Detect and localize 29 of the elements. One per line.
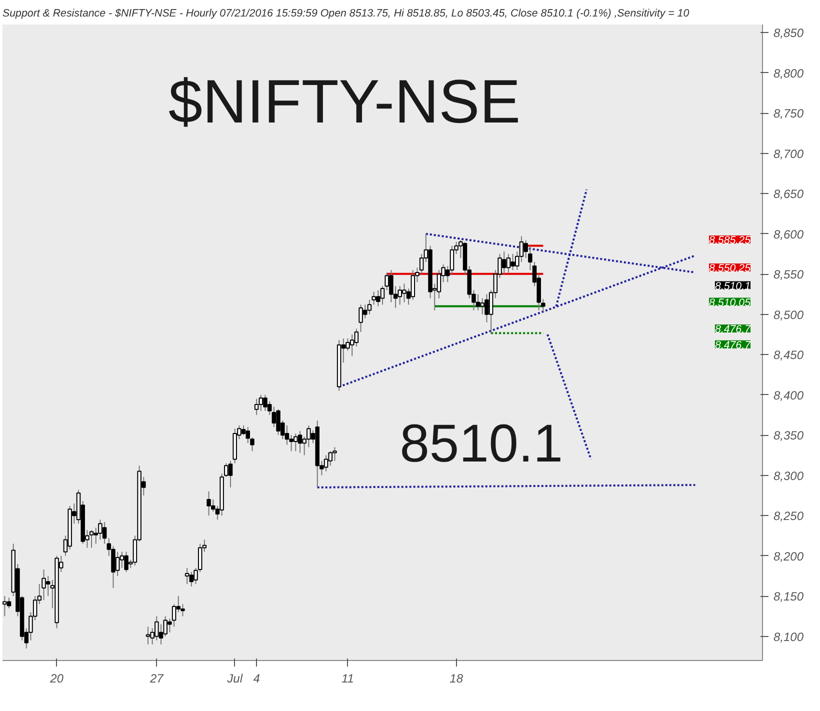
x-tick-label: 20 <box>49 672 64 686</box>
x-tick-label: 11 <box>342 672 354 686</box>
annotation: 8,510.1 <box>714 280 751 292</box>
y-tick-label: 8,600 <box>774 227 804 242</box>
y-tick-label: 8,800 <box>774 66 804 80</box>
y-tick-label: 8,750 <box>774 106 804 121</box>
y-tick-label: 8,700 <box>774 146 804 161</box>
y-tick-label: 8,400 <box>774 388 804 402</box>
annotation: 8510.1 <box>400 414 563 474</box>
annotation: 8,585.25 <box>709 234 751 246</box>
y-tick-label: 8,650 <box>774 187 804 202</box>
x-tick-label: Jul <box>226 672 243 686</box>
y-tick-label: 8,300 <box>774 468 804 483</box>
y-tick-label: 8,150 <box>774 590 804 604</box>
annotation: $NIFTY-NSE <box>168 66 521 136</box>
y-tick-label: 8,500 <box>774 308 804 322</box>
annotation: 8,550.25 <box>709 262 751 274</box>
x-tick-label: 27 <box>149 672 165 686</box>
y-tick-label: 8,550 <box>774 268 804 282</box>
x-tick-label: 4 <box>253 672 260 686</box>
y-tick-label: 8,850 <box>774 26 804 40</box>
y-tick-label: 8,250 <box>774 509 804 524</box>
annotation: 8,510.05 <box>709 296 751 309</box>
y-tick-label: 8,350 <box>774 428 804 443</box>
x-tick-label: 18 <box>450 672 464 686</box>
y-tick-label: 8,200 <box>774 549 804 564</box>
y-tick-label: 8,450 <box>774 348 804 362</box>
chart-title: Support & Resistance - $NIFTY-NSE - Hourly 07/21/2016 15:59:59 Open 8513.75, Hi 8518.85, Lo 8503.45, Close 8510.1 (-0.1%) ,Sensitivity = 10 <box>2 8 690 20</box>
y-tick-label: 8,100 <box>774 630 804 644</box>
